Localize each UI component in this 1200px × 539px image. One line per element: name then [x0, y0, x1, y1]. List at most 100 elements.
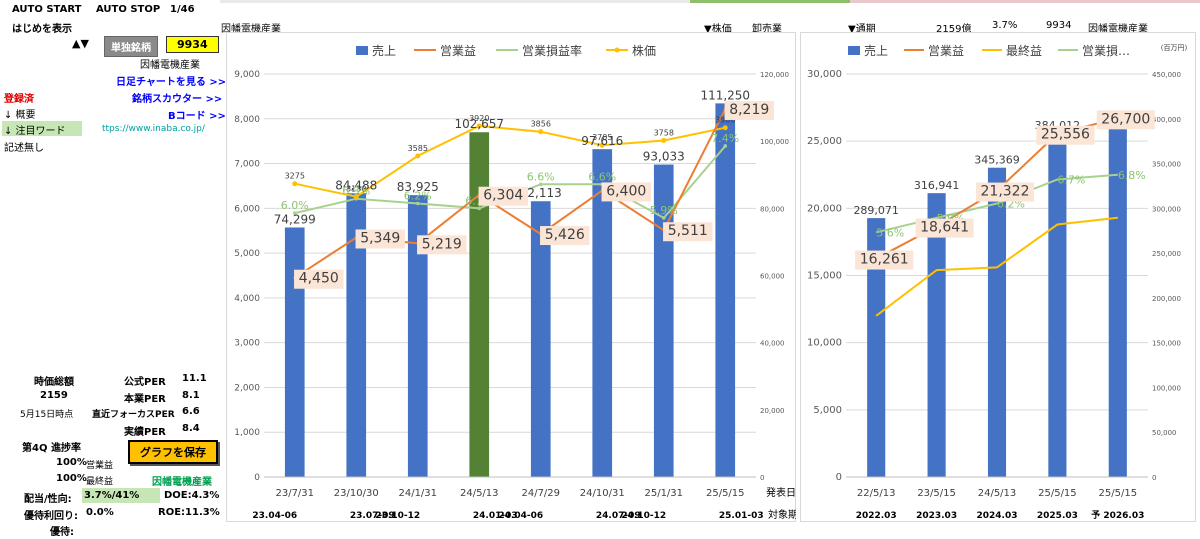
show-start-button[interactable]: はじめを表示	[12, 24, 72, 35]
progress-label: 第4Q 進捗率	[22, 443, 81, 454]
q-sales-label: 93,033	[643, 150, 685, 164]
y-sales-label: 316,941	[914, 179, 960, 192]
scouter-link[interactable]: 銘柄スカウター >>	[132, 94, 223, 105]
y-period-label: 2024.03	[977, 511, 1018, 521]
save-graph-button[interactable]: グラフを保存	[128, 440, 218, 464]
y-y2tick-label: 450,000	[1152, 71, 1181, 79]
q-x-row-label-date: 発表日	[766, 486, 796, 499]
dividend-label: 配当/性向:	[24, 494, 72, 505]
q-margin-label: 6.3%	[342, 185, 370, 198]
company-url-link[interactable]: ttps://www.inaba.co.jp/	[102, 124, 205, 134]
q-ytick-label: 7,000	[234, 160, 260, 170]
y-sales-bar	[1048, 133, 1067, 477]
q-sales-label: 83,925	[397, 180, 439, 194]
q-op-label-bg	[540, 226, 590, 246]
q-ytick-label: 2,000	[234, 383, 260, 393]
q-period-label: 24.10-12	[621, 511, 666, 521]
q-legend-sales-swatch	[356, 46, 368, 55]
yearly-chart: 0 5,000 10,000 15,000 20,000 25,000 30,000 0 50,…	[800, 32, 1196, 522]
y-y2tick-label: 250,000	[1152, 250, 1181, 258]
q-sales-bar	[346, 193, 367, 477]
q-margin-point	[723, 144, 728, 148]
y-ytick-label: 30,000	[807, 69, 842, 80]
actual-per-value: 8.4	[182, 423, 200, 434]
y-xtick-label: 24/5/13	[978, 488, 1017, 499]
q-margin-point	[661, 216, 666, 220]
single-stock-tag[interactable]: 単独銘柄	[104, 36, 158, 57]
market-cap-label: 時価総額	[34, 377, 74, 388]
y-legend-sales-swatch	[848, 46, 860, 55]
y-legend-op: 営業益	[928, 44, 964, 58]
y-ytick-label: 0	[836, 472, 842, 483]
q-price-label: 3275	[285, 172, 305, 181]
q-op-label-bg	[355, 229, 405, 249]
y-period-label: 2025.03	[1037, 511, 1078, 521]
page-counter: 1/46	[170, 4, 195, 15]
y-period-label: 2023.03	[916, 511, 957, 521]
q-sales-bar	[530, 201, 551, 477]
auto-start-button[interactable]: AUTO START	[12, 4, 82, 15]
q-op-label: 6,304	[483, 188, 523, 204]
q-ytick-label: 6,000	[234, 204, 260, 214]
net-progress-label: 最終益	[86, 477, 114, 487]
q-xtick-label: 24/10/31	[580, 488, 625, 499]
y-y2tick-label: 50,000	[1152, 429, 1177, 437]
y-xtick-label: 25/5/15	[1038, 488, 1077, 499]
market-cap-value: 2159	[40, 390, 68, 401]
q-ytick-label: 4,000	[234, 294, 260, 304]
y-ytick-label: 25,000	[807, 136, 842, 147]
q-margin-label: 5.9%	[650, 204, 678, 217]
q-price-point	[538, 129, 544, 135]
actual-per-label: 実績PER	[124, 427, 166, 438]
q-price-point	[476, 123, 482, 129]
y-chart-yield: 3.7%	[992, 20, 1018, 31]
q-op-label: 8,219	[729, 102, 769, 118]
q-price-label: 3585	[408, 144, 428, 153]
q-margin-point	[477, 206, 482, 211]
op-progress-label: 営業益	[86, 461, 114, 471]
up-down-arrows-icon[interactable]: ▲▼	[72, 37, 89, 50]
q-y2tick-label: 80,000	[760, 205, 785, 213]
q-sales-label: 74,299	[274, 212, 316, 226]
y-op-label-bg	[915, 218, 974, 238]
q-sales-label: 84,488	[335, 178, 377, 192]
stock-code-box[interactable]: 9934	[166, 36, 219, 53]
y-xtick-label: 25/5/15	[1099, 488, 1138, 499]
y-sales-bar	[1108, 125, 1127, 477]
q-op-label-bg	[478, 186, 528, 206]
y-ytick-label: 10,000	[807, 338, 842, 349]
q-xtick-label: 25/1/31	[644, 488, 683, 499]
daily-chart-link[interactable]: 日足チャートを見る >>	[116, 77, 227, 88]
q-sales-bar	[715, 103, 736, 478]
q-xtick-label: 25/5/15	[706, 488, 745, 499]
q-op-label-bg	[417, 235, 467, 255]
q-legend-sales: 売上	[372, 43, 396, 58]
quarterly-chart: 0 1,000 2,000 3,000 4,000 5,000 6,000 7,000 8,00…	[226, 32, 796, 522]
q-y2tick-label: 20,000	[760, 407, 785, 415]
forecast-per-label: 直近フォーカスPER	[92, 410, 175, 420]
q-xtick-label: 24/1/31	[398, 488, 437, 499]
y-margin-label: 6.7%	[1057, 174, 1085, 187]
q-xtick-label: 24/5/13	[460, 488, 499, 499]
y-chart-mcap: 2159億	[936, 24, 972, 35]
q-ytick-label: 3,000	[234, 339, 260, 349]
watch-word-toggle[interactable]: ↓ 注目ワード	[4, 126, 66, 137]
y-legend-sales: 売上	[864, 43, 888, 58]
q-sales-bar	[284, 227, 305, 477]
y-period-label: 2022.03	[856, 511, 897, 521]
q-op-label: 5,349	[360, 230, 400, 246]
q-ytick-label: 8,000	[234, 115, 260, 125]
auto-stop-button[interactable]: AUTO STOP	[96, 4, 161, 15]
q-period-label: 24.04-06	[498, 511, 543, 521]
q-legend-price: 株価	[632, 43, 656, 58]
q-sales-bar	[469, 132, 490, 477]
y-margin-label: 5.6%	[876, 226, 904, 239]
q-period-label: 24.01-03	[473, 511, 518, 521]
bcode-link[interactable]: Bコード >>	[168, 111, 226, 122]
q-op-label: 6,400	[606, 183, 646, 199]
registered-label: 登録済	[4, 94, 34, 105]
q-margin-label: 6.2%	[404, 190, 432, 203]
y-y2tick-label: 0	[1152, 474, 1156, 482]
overview-toggle[interactable]: ↓ 概要	[4, 110, 36, 121]
q-period-label: 23.04-06	[252, 511, 297, 521]
